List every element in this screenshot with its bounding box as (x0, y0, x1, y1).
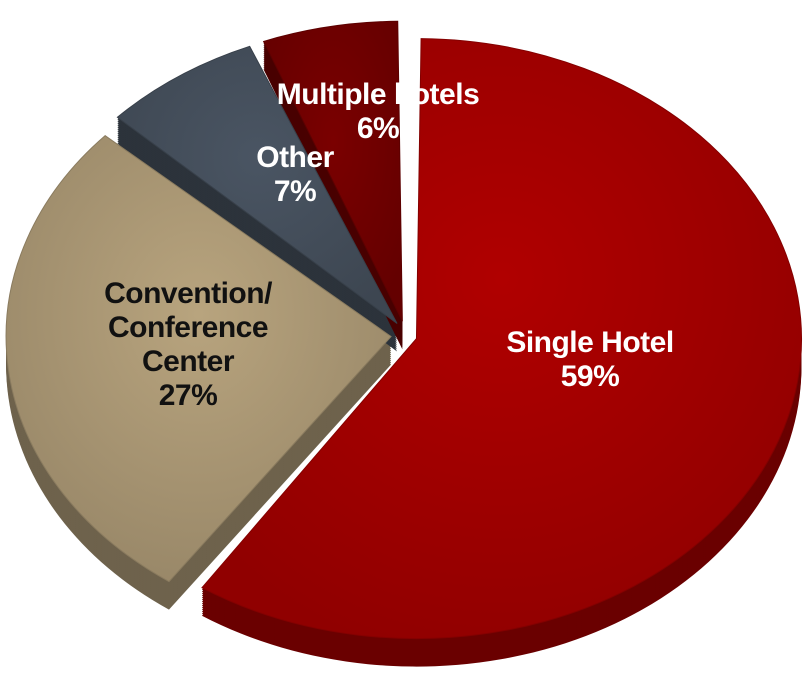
value-label: 7% (273, 175, 317, 208)
category-label: Convention/ Conference Center (104, 277, 272, 378)
slice-label: Other 7% (165, 141, 425, 209)
slice (116, 45, 398, 324)
category-label: Single Hotel (506, 326, 674, 359)
slice-label: Multiple hotels 6% (248, 78, 508, 146)
slice (201, 38, 802, 640)
category-label: Multiple hotels (276, 78, 480, 111)
slice (5, 135, 392, 583)
slice (262, 20, 403, 322)
value-label: 6% (356, 112, 400, 145)
value-label: 27% (158, 379, 218, 412)
slice-label: Convention/ Conference Center 27% (88, 277, 288, 413)
slice-label: Single Hotel 59% (460, 326, 720, 394)
value-label: 59% (560, 360, 620, 393)
category-label: Other (256, 141, 334, 174)
